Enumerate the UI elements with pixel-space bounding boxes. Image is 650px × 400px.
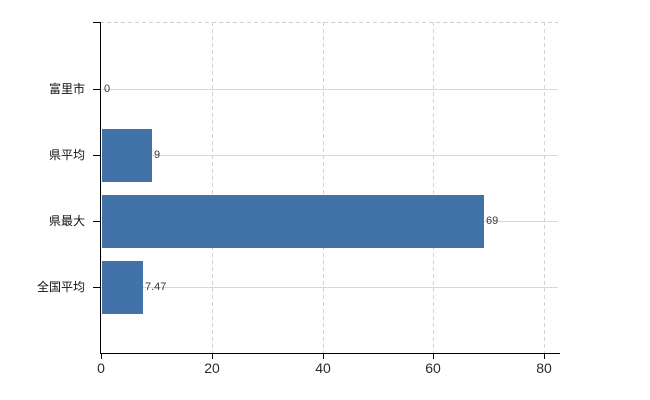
- bar-value-label: 7.47: [145, 281, 167, 293]
- y-axis-end-tick: [93, 22, 100, 23]
- x-tick-label: 80: [536, 360, 552, 376]
- x-tick-label: 40: [315, 360, 331, 376]
- y-axis-tick: [93, 221, 100, 222]
- y-axis-line: [100, 22, 101, 353]
- vertical-gridline: [544, 22, 545, 353]
- bar-全国平均: [102, 261, 143, 314]
- x-tick-label: 0: [97, 360, 105, 376]
- horizontal-gridline: [101, 89, 558, 90]
- x-tick-label: 20: [204, 360, 220, 376]
- category-label-県最大: 県最大: [48, 214, 85, 228]
- x-axis-tick: [433, 354, 434, 359]
- horizontal-gridline: [101, 155, 558, 156]
- x-axis-tick: [323, 354, 324, 359]
- x-axis-line: [100, 353, 560, 354]
- bar-value-label: 69: [486, 215, 499, 227]
- vertical-gridline: [212, 22, 213, 353]
- x-axis-tick: [544, 354, 545, 359]
- horizontal-gridline: [101, 287, 558, 288]
- category-label-富里市: 富里市: [48, 82, 85, 96]
- y-axis-tick: [93, 89, 100, 90]
- bar-value-label: 9: [154, 149, 161, 161]
- bar-value-label: 0: [104, 83, 111, 95]
- y-axis-tick: [93, 287, 100, 288]
- x-tick-label: 60: [425, 360, 441, 376]
- x-axis-tick: [101, 354, 102, 359]
- category-label-県平均: 県平均: [48, 148, 85, 162]
- x-axis-tick: [212, 354, 213, 359]
- category-label-全国平均: 全国平均: [36, 280, 85, 294]
- vertical-gridline: [323, 22, 324, 353]
- bar-県平均: [102, 129, 152, 182]
- vertical-gridline: [433, 22, 434, 353]
- plot-top-border: [100, 22, 558, 23]
- y-axis-tick: [93, 155, 100, 156]
- bar-県最大: [102, 195, 484, 248]
